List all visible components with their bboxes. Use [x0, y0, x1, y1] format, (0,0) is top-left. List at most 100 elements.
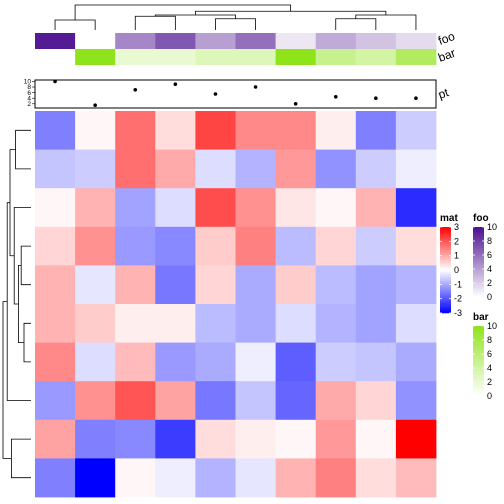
heatmap-cell — [155, 342, 196, 382]
foo-annotation-cell — [315, 33, 357, 49]
column-dendrogram-branch — [335, 18, 377, 30]
row-dendrogram — [2, 129, 31, 479]
foo-legend-gradient-step — [473, 276, 484, 279]
foo-annotation-cell — [355, 33, 397, 49]
heatmap-cell — [315, 304, 357, 343]
bar-annotation-label: bar — [436, 46, 457, 65]
bar-legend-gradient-step — [473, 340, 484, 343]
pt-point — [93, 103, 97, 107]
mat-legend-gradient-step — [440, 252, 451, 256]
heatmap-cell — [115, 226, 156, 266]
heatmap-cell — [75, 265, 116, 305]
bar-annotation-cell — [115, 49, 156, 65]
pt-tick-label: 10 — [24, 79, 32, 86]
bar-legend-gradient-step — [473, 338, 484, 341]
foo-legend-gradient-step — [473, 263, 484, 266]
bar-legend-gradient-step — [473, 343, 484, 346]
bar-legend-gradient-step — [473, 333, 484, 336]
heatmap-cell — [195, 381, 236, 421]
heatmap-cell — [355, 458, 397, 498]
bar-legend-gradient-step — [473, 383, 484, 386]
bar-legend-gradient-step — [473, 390, 484, 393]
bar-legend-gradient-step — [473, 350, 484, 353]
heatmap-cell — [355, 381, 397, 421]
pt-annotation-label: pt — [436, 85, 451, 102]
heatmap-cell — [195, 111, 236, 150]
mat-legend-gradient-step — [440, 242, 451, 245]
bar-legend-tick-label: 8 — [487, 335, 492, 345]
pt-point — [133, 88, 138, 92]
mat-legend-gradient-step — [440, 300, 451, 303]
pt-point — [173, 82, 178, 86]
column-dendrogram-branch — [215, 18, 256, 30]
heatmap-cell — [355, 111, 397, 150]
mat-legend-tick-label: -3 — [454, 308, 462, 318]
pt-point — [213, 92, 218, 96]
bar-legend-gradient-step — [473, 375, 484, 378]
mat-legend-gradient-step — [440, 248, 451, 251]
heatmap-cell — [235, 342, 276, 382]
bar-legend-tick-label: 10 — [487, 321, 497, 331]
mat-legend-tick-label: 2 — [454, 236, 459, 246]
bar-legend-gradient-step — [473, 341, 484, 344]
heatmap-cell — [155, 111, 196, 150]
foo-legend-gradient-step — [473, 295, 484, 298]
foo-legend-tick-label: 8 — [487, 236, 492, 246]
bar-annotation-cell — [35, 49, 76, 65]
foo-legend-gradient-step — [473, 270, 484, 273]
bar-annotation-cell — [275, 49, 317, 65]
column-dendrogram-branch — [54, 19, 96, 30]
heatmap-cell — [195, 149, 236, 189]
mat-legend-gradient-step — [440, 235, 451, 239]
heatmap-cell — [395, 111, 437, 150]
heatmap-cell — [75, 188, 116, 228]
pt-point — [293, 102, 298, 106]
heatmap-cell — [355, 342, 397, 382]
pt-point — [374, 96, 378, 100]
heatmap-cell — [315, 188, 357, 228]
mat-legend-gradient-step — [440, 289, 451, 292]
heatmap-cell — [275, 149, 317, 189]
foo-legend-gradient-step — [473, 235, 484, 238]
heatmap-cell — [395, 304, 437, 343]
pt-tick-label: 4 — [27, 95, 31, 102]
heatmap-cell — [115, 265, 156, 305]
heatmap-cell — [395, 342, 437, 382]
row-dendrogram-branch — [6, 202, 31, 401]
heatmap-cell — [355, 149, 397, 189]
column-dendrogram-branch — [74, 4, 292, 20]
mat-legend-gradient-step — [440, 267, 451, 271]
heatmap-cell — [315, 111, 357, 150]
mat-legend-title: mat — [440, 213, 458, 224]
mat-legend-gradient-step — [440, 254, 451, 258]
heatmap-cell — [75, 111, 116, 150]
heatmap-cell — [155, 419, 196, 459]
mat-legend-gradient-step — [440, 304, 451, 307]
mat-legend-gradient-step — [440, 227, 451, 230]
foo-legend-tick-label: 2 — [487, 278, 492, 288]
foo-legend-gradient-step — [473, 227, 484, 230]
heatmap-cell — [115, 149, 156, 189]
bar-legend-gradient-step — [473, 387, 484, 390]
heatmap-cell — [115, 458, 156, 498]
bar-legend-gradient-step — [473, 376, 484, 379]
foo-legend-gradient-step — [473, 239, 484, 242]
heatmap-cell — [195, 188, 236, 228]
foo-annotation-cell — [155, 33, 196, 49]
foo-legend-gradient-step — [473, 242, 484, 245]
heatmap-cell — [315, 342, 357, 382]
heatmap-cell — [315, 419, 357, 459]
pt-point — [253, 85, 258, 89]
bar-legend-tick-label: 4 — [487, 363, 492, 373]
mat-legend-gradient-step — [440, 244, 451, 247]
heatmap-cell — [275, 188, 317, 228]
mat-legend-gradient-step — [440, 287, 451, 290]
mat-legend-gradient-step — [440, 308, 451, 312]
bar-legend-gradient-step — [473, 355, 484, 358]
mat-legend-gradient-step — [440, 239, 451, 243]
bar-legend-gradient-step — [473, 326, 484, 329]
bar-annotation-cell — [155, 49, 196, 65]
foo-legend-gradient-step — [473, 279, 484, 282]
foo-legend-gradient-step — [473, 272, 484, 275]
